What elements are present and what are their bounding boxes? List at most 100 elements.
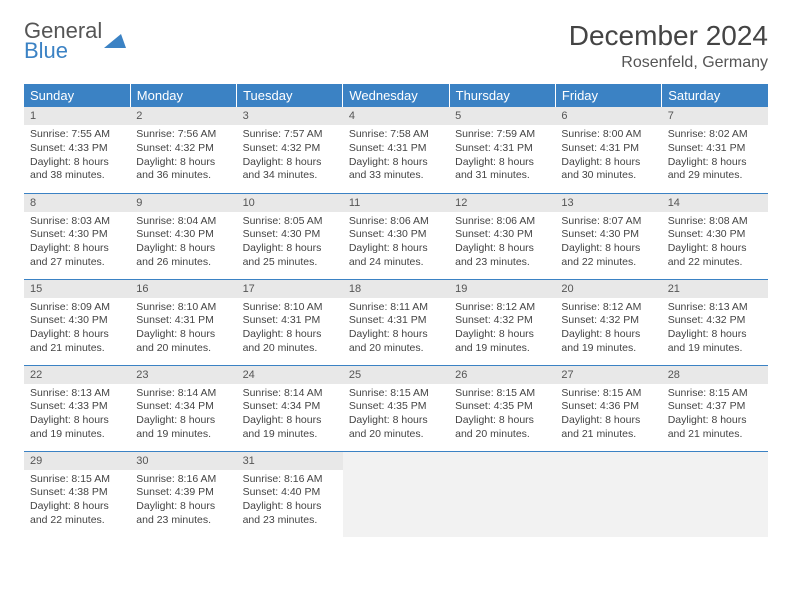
day-number: 10 xyxy=(237,194,343,212)
calendar-head: SundayMondayTuesdayWednesdayThursdayFrid… xyxy=(24,84,768,107)
day-content: Sunrise: 8:07 AMSunset: 4:30 PMDaylight:… xyxy=(555,212,661,274)
day-content: Sunrise: 8:11 AMSunset: 4:31 PMDaylight:… xyxy=(343,298,449,360)
daylight-text-1: Daylight: 8 hours xyxy=(561,242,655,256)
sunset-text: Sunset: 4:30 PM xyxy=(243,228,337,242)
daylight-text-2: and 21 minutes. xyxy=(561,428,655,442)
sunset-text: Sunset: 4:31 PM xyxy=(668,142,762,156)
sunrise-text: Sunrise: 8:10 AM xyxy=(136,301,230,315)
day-number: 11 xyxy=(343,194,449,212)
sunset-text: Sunset: 4:39 PM xyxy=(136,486,230,500)
calendar-cell: 27Sunrise: 8:15 AMSunset: 4:36 PMDayligh… xyxy=(555,365,661,451)
calendar-cell: 16Sunrise: 8:10 AMSunset: 4:31 PMDayligh… xyxy=(130,279,236,365)
sunset-text: Sunset: 4:32 PM xyxy=(136,142,230,156)
daylight-text-1: Daylight: 8 hours xyxy=(455,156,549,170)
sunrise-text: Sunrise: 7:58 AM xyxy=(349,128,443,142)
daylight-text-1: Daylight: 8 hours xyxy=(561,414,655,428)
day-content: Sunrise: 7:58 AMSunset: 4:31 PMDaylight:… xyxy=(343,125,449,187)
daylight-text-2: and 29 minutes. xyxy=(668,169,762,183)
day-number: 6 xyxy=(555,107,661,125)
sunrise-text: Sunrise: 8:15 AM xyxy=(30,473,124,487)
daylight-text-1: Daylight: 8 hours xyxy=(561,328,655,342)
sunrise-text: Sunrise: 7:56 AM xyxy=(136,128,230,142)
daylight-text-1: Daylight: 8 hours xyxy=(668,242,762,256)
daylight-text-1: Daylight: 8 hours xyxy=(349,328,443,342)
day-content: Sunrise: 8:05 AMSunset: 4:30 PMDaylight:… xyxy=(237,212,343,274)
triangle-icon xyxy=(104,30,126,52)
daylight-text-1: Daylight: 8 hours xyxy=(668,414,762,428)
sunset-text: Sunset: 4:35 PM xyxy=(455,400,549,414)
daylight-text-1: Daylight: 8 hours xyxy=(243,242,337,256)
sunrise-text: Sunrise: 8:13 AM xyxy=(668,301,762,315)
day-content: Sunrise: 7:57 AMSunset: 4:32 PMDaylight:… xyxy=(237,125,343,187)
day-number: 25 xyxy=(343,366,449,384)
calendar-cell: 1Sunrise: 7:55 AMSunset: 4:33 PMDaylight… xyxy=(24,107,130,193)
daylight-text-1: Daylight: 8 hours xyxy=(30,414,124,428)
day-content: Sunrise: 8:16 AMSunset: 4:39 PMDaylight:… xyxy=(130,470,236,532)
sunrise-text: Sunrise: 8:03 AM xyxy=(30,215,124,229)
calendar-cell: 6Sunrise: 8:00 AMSunset: 4:31 PMDaylight… xyxy=(555,107,661,193)
daylight-text-2: and 31 minutes. xyxy=(455,169,549,183)
sunrise-text: Sunrise: 8:11 AM xyxy=(349,301,443,315)
daylight-text-2: and 21 minutes. xyxy=(30,342,124,356)
sunset-text: Sunset: 4:33 PM xyxy=(30,400,124,414)
daylight-text-2: and 19 minutes. xyxy=(561,342,655,356)
location: Rosenfeld, Germany xyxy=(569,54,768,72)
daylight-text-2: and 19 minutes. xyxy=(243,428,337,442)
calendar-cell: 30Sunrise: 8:16 AMSunset: 4:39 PMDayligh… xyxy=(130,451,236,537)
sunset-text: Sunset: 4:30 PM xyxy=(30,228,124,242)
sunset-text: Sunset: 4:35 PM xyxy=(349,400,443,414)
day-number: 14 xyxy=(662,194,768,212)
sunrise-text: Sunrise: 8:06 AM xyxy=(349,215,443,229)
day-content: Sunrise: 8:14 AMSunset: 4:34 PMDaylight:… xyxy=(130,384,236,446)
calendar-cell: 22Sunrise: 8:13 AMSunset: 4:33 PMDayligh… xyxy=(24,365,130,451)
calendar-cell: 29Sunrise: 8:15 AMSunset: 4:38 PMDayligh… xyxy=(24,451,130,537)
sunset-text: Sunset: 4:31 PM xyxy=(561,142,655,156)
calendar-cell xyxy=(449,451,555,537)
daylight-text-2: and 21 minutes. xyxy=(668,428,762,442)
daylight-text-2: and 22 minutes. xyxy=(30,514,124,528)
sunrise-text: Sunrise: 7:55 AM xyxy=(30,128,124,142)
calendar-cell: 9Sunrise: 8:04 AMSunset: 4:30 PMDaylight… xyxy=(130,193,236,279)
daylight-text-2: and 30 minutes. xyxy=(561,169,655,183)
page-header: General Blue December 2024 Rosenfeld, Ge… xyxy=(24,20,768,72)
calendar-cell: 7Sunrise: 8:02 AMSunset: 4:31 PMDaylight… xyxy=(662,107,768,193)
sunset-text: Sunset: 4:32 PM xyxy=(561,314,655,328)
calendar-cell: 14Sunrise: 8:08 AMSunset: 4:30 PMDayligh… xyxy=(662,193,768,279)
daylight-text-2: and 23 minutes. xyxy=(243,514,337,528)
day-content: Sunrise: 8:03 AMSunset: 4:30 PMDaylight:… xyxy=(24,212,130,274)
daylight-text-2: and 22 minutes. xyxy=(668,256,762,270)
daylight-text-1: Daylight: 8 hours xyxy=(136,500,230,514)
sunrise-text: Sunrise: 8:08 AM xyxy=(668,215,762,229)
day-content: Sunrise: 7:56 AMSunset: 4:32 PMDaylight:… xyxy=(130,125,236,187)
day-number: 29 xyxy=(24,452,130,470)
day-number: 7 xyxy=(662,107,768,125)
day-number: 5 xyxy=(449,107,555,125)
daylight-text-1: Daylight: 8 hours xyxy=(455,328,549,342)
day-number: 20 xyxy=(555,280,661,298)
sunrise-text: Sunrise: 8:15 AM xyxy=(561,387,655,401)
day-content: Sunrise: 8:13 AMSunset: 4:33 PMDaylight:… xyxy=(24,384,130,446)
day-number: 27 xyxy=(555,366,661,384)
sunset-text: Sunset: 4:31 PM xyxy=(243,314,337,328)
day-number: 28 xyxy=(662,366,768,384)
day-number: 2 xyxy=(130,107,236,125)
calendar-cell: 12Sunrise: 8:06 AMSunset: 4:30 PMDayligh… xyxy=(449,193,555,279)
day-content: Sunrise: 8:10 AMSunset: 4:31 PMDaylight:… xyxy=(130,298,236,360)
day-content: Sunrise: 7:55 AMSunset: 4:33 PMDaylight:… xyxy=(24,125,130,187)
day-content: Sunrise: 8:12 AMSunset: 4:32 PMDaylight:… xyxy=(449,298,555,360)
day-number: 12 xyxy=(449,194,555,212)
calendar-cell: 2Sunrise: 7:56 AMSunset: 4:32 PMDaylight… xyxy=(130,107,236,193)
sunrise-text: Sunrise: 8:15 AM xyxy=(668,387,762,401)
sunrise-text: Sunrise: 8:04 AM xyxy=(136,215,230,229)
calendar-table: SundayMondayTuesdayWednesdayThursdayFrid… xyxy=(24,84,768,537)
daylight-text-2: and 19 minutes. xyxy=(455,342,549,356)
day-content: Sunrise: 8:00 AMSunset: 4:31 PMDaylight:… xyxy=(555,125,661,187)
daylight-text-2: and 34 minutes. xyxy=(243,169,337,183)
day-content: Sunrise: 8:15 AMSunset: 4:38 PMDaylight:… xyxy=(24,470,130,532)
weekday-header: Monday xyxy=(130,84,236,107)
calendar-body: 1Sunrise: 7:55 AMSunset: 4:33 PMDaylight… xyxy=(24,107,768,537)
calendar-cell: 18Sunrise: 8:11 AMSunset: 4:31 PMDayligh… xyxy=(343,279,449,365)
daylight-text-2: and 24 minutes. xyxy=(349,256,443,270)
sunset-text: Sunset: 4:31 PM xyxy=(349,314,443,328)
sunset-text: Sunset: 4:34 PM xyxy=(136,400,230,414)
